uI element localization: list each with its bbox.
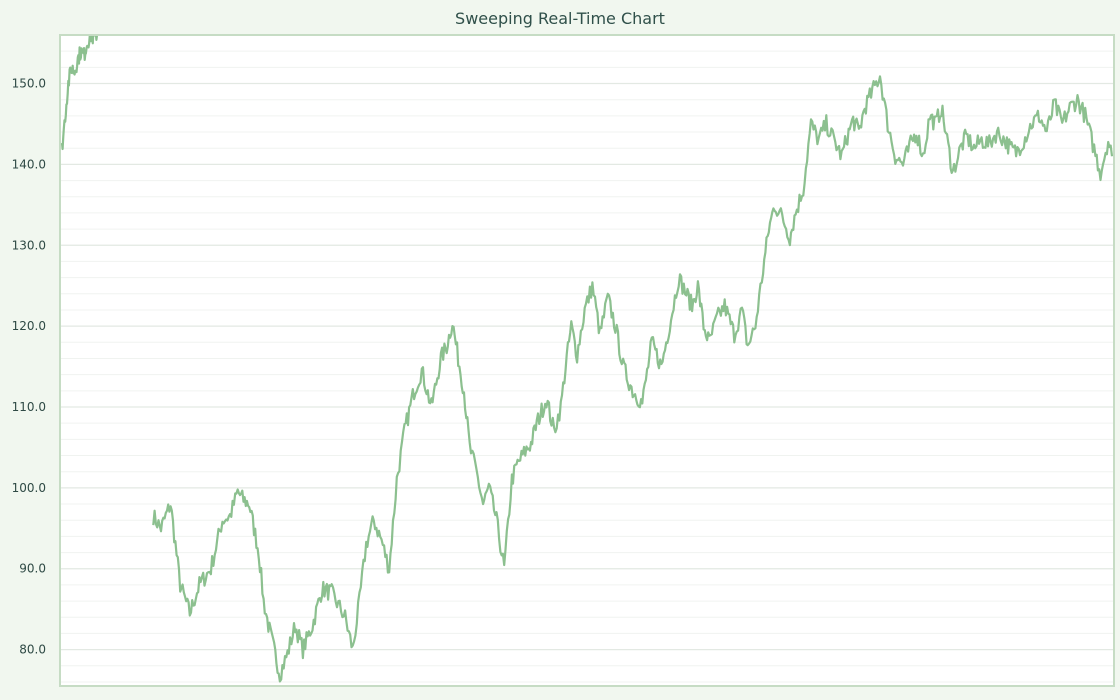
y-tick-label: 140.0 bbox=[12, 157, 46, 171]
plot-area bbox=[60, 35, 1114, 686]
y-tick-label: 120.0 bbox=[12, 319, 46, 333]
series-line-sweep bbox=[60, 35, 100, 151]
y-tick-label: 80.0 bbox=[19, 643, 46, 657]
plot-frame bbox=[59, 34, 1115, 687]
y-tick-label: 100.0 bbox=[12, 481, 46, 495]
y-tick-label: 130.0 bbox=[12, 238, 46, 252]
grid-major bbox=[60, 82, 1114, 651]
y-tick-label: 90.0 bbox=[19, 562, 46, 576]
chart-title: Sweeping Real-Time Chart bbox=[455, 9, 665, 28]
grid-minor bbox=[60, 34, 1114, 683]
y-tick-label: 110.0 bbox=[12, 400, 46, 414]
y-tick-label: 150.0 bbox=[12, 77, 46, 91]
series-line-main bbox=[152, 75, 1114, 683]
